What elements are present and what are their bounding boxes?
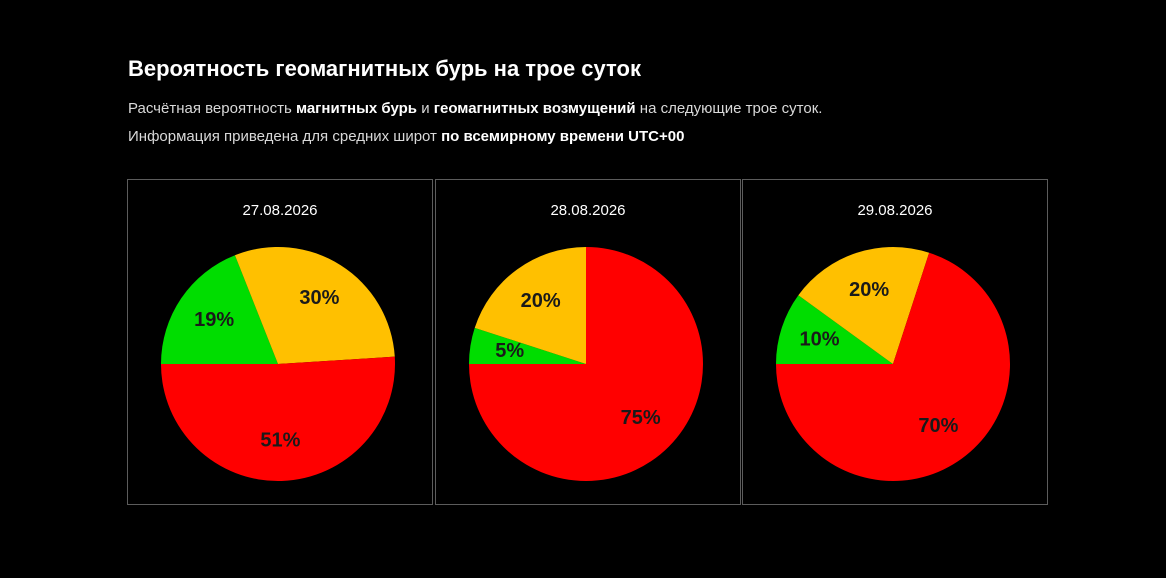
pie-slice-label-1: 20% [521,290,561,312]
pie-slice-label-0: 5% [495,340,524,362]
pie-chart: 19% 30% 51% [161,247,395,481]
pie-slice-1 [798,247,930,364]
forecast-panel-day-2: 28.08.2026 5% 20% 75% [435,179,741,505]
forecast-panel-day-3: 29.08.2026 10% 20% 70% [742,179,1048,505]
pie-slice-1 [234,247,395,364]
description-text: и [417,100,434,117]
description-bold-utc: по всемирному времени UTC+00 [441,128,685,145]
pie-slice-2 [469,247,703,481]
pie-slice-0 [776,295,893,364]
description-line-2: Информация приведена для средних широт п… [128,128,684,146]
pie-slice-label-2: 51% [260,429,300,451]
pie-slice-2 [161,356,395,481]
pie-slice-label-1: 20% [849,279,889,301]
forecast-panel-day-1: 27.08.2026 19% 30% 51% [127,179,433,505]
description-text: Информация приведена для средних широт [128,128,442,145]
pie-slice-0 [161,255,278,364]
pie-slice-label-2: 70% [918,415,958,437]
description-bold-geomagnetic-disturbances: геомагнитных возмущений [433,100,636,117]
description-line-1: Расчётная вероятность магнитных бурь и г… [128,100,822,118]
page-title: Вероятность геомагнитных бурь на трое су… [128,56,641,81]
pie-chart: 5% 20% 75% [469,247,703,481]
pie-slice-label-0: 10% [800,328,840,350]
pie-slice-label-1: 30% [299,287,339,309]
pie-slice-0 [469,327,586,364]
pie-slice-2 [776,252,1010,481]
panel-date: 27.08.2026 [242,202,318,219]
pie-chart: 10% 20% 70% [776,247,1010,481]
description-bold-magnetic-storms: магнитных бурь [295,100,418,117]
description-text: на следующие трое суток. [635,100,823,117]
description-text: Расчётная вероятность [128,100,296,117]
pie-slice-1 [474,247,586,364]
panel-date: 29.08.2026 [857,202,933,219]
panel-date: 28.08.2026 [550,202,626,219]
pie-slice-label-2: 75% [621,407,661,429]
pie-slice-label-0: 19% [194,309,234,331]
